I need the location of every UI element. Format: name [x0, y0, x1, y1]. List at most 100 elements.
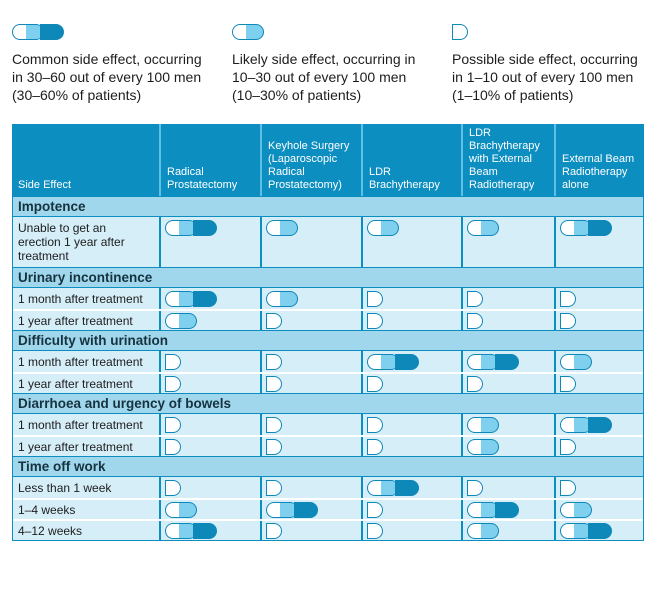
- table-cell: [159, 521, 260, 540]
- common-pill-icon: [165, 522, 217, 539]
- possible-pill-icon: [467, 479, 483, 496]
- likely-pill-icon: [367, 220, 400, 236]
- possible-pill-icon: [467, 290, 483, 307]
- legend-possible-line1: Possible side effect, occurring: [452, 51, 638, 67]
- likely-pill-icon: [232, 24, 265, 40]
- legend-possible-line3: (1–10% of patients): [452, 87, 574, 103]
- likely-pill-icon: [266, 290, 299, 307]
- table-cell: [361, 288, 461, 309]
- legend-possible-line2: in 1–10 out of every 100 men: [452, 69, 634, 85]
- row-label: 1 year after treatment: [18, 439, 133, 454]
- table-cell: [159, 374, 260, 393]
- common-pill-icon: [266, 501, 318, 518]
- table-cell: [159, 437, 260, 456]
- row-label: 4–12 weeks: [18, 523, 83, 538]
- possible-pill-icon: [467, 375, 483, 392]
- row-label: Less than 1 week: [18, 480, 112, 495]
- row-label: 1 month after treatment: [18, 354, 143, 369]
- possible-pill-icon: [560, 479, 576, 496]
- table-cell: [554, 477, 643, 498]
- table-cell: [461, 437, 554, 456]
- legend-likely-line3: (10–30% of patients): [232, 87, 362, 103]
- table-cell: [159, 217, 260, 267]
- section-header: Impotence: [13, 197, 643, 216]
- common-pill-icon: [560, 522, 612, 539]
- possible-pill-icon: [367, 438, 383, 455]
- table-cell: [361, 437, 461, 456]
- section-header: Time off work: [13, 457, 643, 476]
- common-pill-icon: [165, 290, 217, 307]
- legend-likely-line2: 10–30 out of every 100 men: [232, 69, 407, 85]
- possible-pill-icon: [266, 312, 282, 329]
- header-side-effect: Side Effect: [18, 179, 71, 191]
- table-cell: [554, 414, 643, 435]
- possible-pill-icon: [367, 522, 383, 539]
- legend-common-line2: in 30–60 out of every 100 men: [12, 69, 202, 85]
- section-header: Urinary incontinence: [13, 268, 643, 287]
- table-cell: [461, 351, 554, 372]
- table-cell: [260, 414, 361, 435]
- possible-pill-icon: [367, 312, 383, 329]
- side-effects-table: Side Effect Radical Prostatectomy Keyhol…: [12, 124, 644, 541]
- possible-pill-icon: [452, 24, 468, 40]
- table-cell: [461, 414, 554, 435]
- table-cell: [461, 521, 554, 540]
- table-cell: [260, 311, 361, 330]
- legend-item-common: Common side effect, occurring in 30–60 o…: [12, 24, 222, 104]
- header-ldr-with-ebrt: LDR Brachytherapy with External Beam Rad…: [461, 124, 554, 196]
- common-pill-icon: [560, 220, 612, 236]
- legend-item-likely: Likely side effect, occurring in 10–30 o…: [232, 24, 442, 104]
- legend-common-line3: (30–60% of patients): [12, 87, 142, 103]
- possible-pill-icon: [165, 479, 181, 496]
- common-pill-icon: [165, 220, 217, 236]
- table-cell: [260, 521, 361, 540]
- possible-pill-icon: [266, 353, 282, 370]
- table-cell: [260, 288, 361, 309]
- table-cell: [554, 437, 643, 456]
- common-pill-icon: [560, 416, 612, 433]
- header-ldr-brachytherapy: LDR Brachytherapy: [361, 124, 461, 196]
- likely-pill-icon: [467, 416, 500, 433]
- possible-pill-icon: [367, 416, 383, 433]
- common-pill-icon: [12, 24, 64, 40]
- table-cell: [159, 351, 260, 372]
- likely-pill-icon: [560, 501, 593, 518]
- table-cell: [260, 351, 361, 372]
- likely-pill-icon: [560, 353, 593, 370]
- table-cell: [361, 217, 461, 267]
- possible-pill-icon: [266, 438, 282, 455]
- possible-pill-icon: [560, 438, 576, 455]
- possible-pill-icon: [165, 438, 181, 455]
- table-cell: [361, 500, 461, 519]
- row-label: 1 year after treatment: [18, 376, 133, 391]
- table-row: 1 month after treatment: [13, 414, 643, 435]
- table-cell: [461, 374, 554, 393]
- table-cell: [260, 477, 361, 498]
- common-pill-icon: [467, 353, 519, 370]
- legend-common-line1: Common side effect, occurring: [12, 51, 202, 67]
- table-cell: [159, 477, 260, 498]
- possible-pill-icon: [165, 353, 181, 370]
- table-cell: [461, 217, 554, 267]
- possible-pill-icon: [467, 312, 483, 329]
- possible-pill-icon: [266, 375, 282, 392]
- table-cell: [361, 414, 461, 435]
- row-label: 1 month after treatment: [18, 291, 143, 306]
- likely-pill-icon: [467, 438, 500, 455]
- table-cell: [361, 351, 461, 372]
- table-cell: [260, 374, 361, 393]
- table-cell: [554, 374, 643, 393]
- table-cell: [260, 437, 361, 456]
- table-cell: [159, 288, 260, 309]
- legend-likely-line1: Likely side effect, occurring in: [232, 51, 416, 67]
- possible-pill-icon: [165, 416, 181, 433]
- likely-pill-icon: [467, 522, 500, 539]
- table-cell: [361, 311, 461, 330]
- table-cell: [361, 477, 461, 498]
- table-cell: [159, 500, 260, 519]
- possible-pill-icon: [560, 375, 576, 392]
- table-cell: [361, 374, 461, 393]
- table-cell: [159, 414, 260, 435]
- possible-pill-icon: [165, 375, 181, 392]
- table-row: 1 year after treatment: [13, 372, 643, 393]
